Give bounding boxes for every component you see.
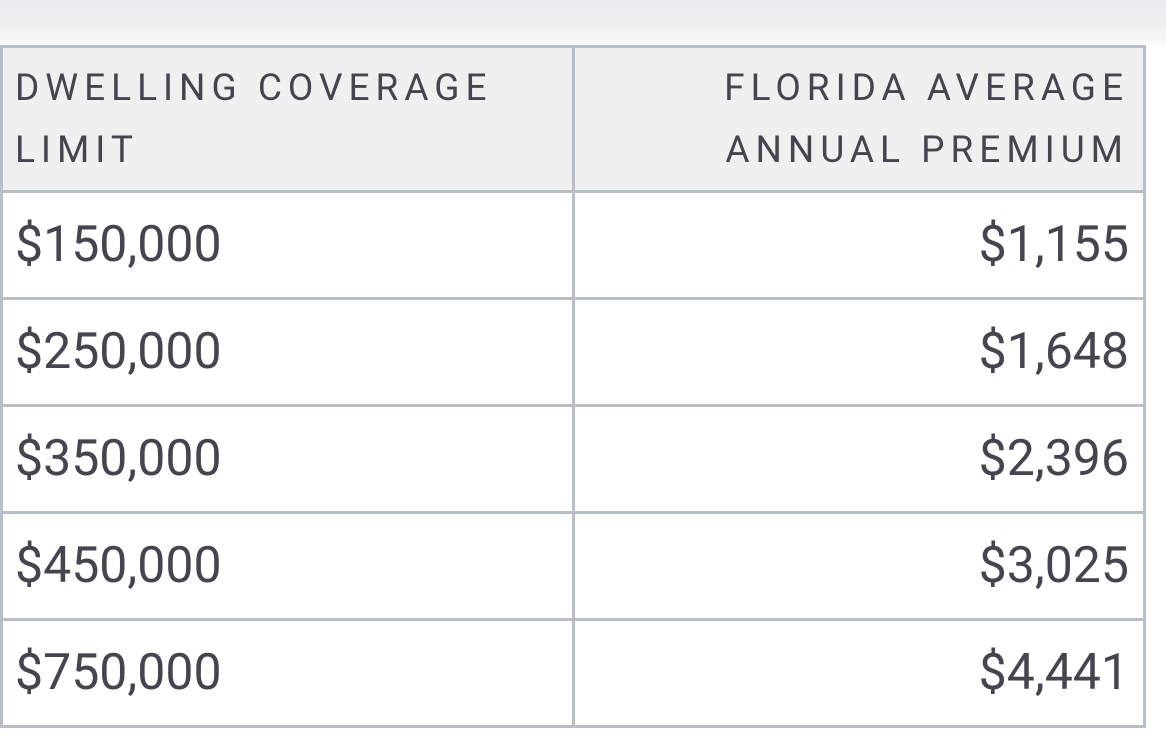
premium-cell: $4,441 — [572, 618, 1146, 728]
coverage-cell: $750,000 — [0, 618, 575, 728]
table-body: $150,000 $1,155 $250,000 $1,648 $350,000 $2,3… — [0, 190, 1146, 728]
premium-cell: $2,396 — [572, 404, 1146, 514]
coverage-cell: $150,000 — [0, 190, 575, 300]
table-row: $450,000 $3,025 — [0, 511, 1146, 621]
coverage-cell: $450,000 — [0, 511, 575, 621]
table-row: $150,000 $1,155 — [0, 190, 1146, 300]
table-row: $350,000 $2,396 — [0, 404, 1146, 514]
premium-table: DWELLING COVERAGE LIMIT FLORIDA AVERAGE … — [0, 45, 1146, 728]
premium-cell: $1,648 — [572, 297, 1146, 407]
table-row: $250,000 $1,648 — [0, 297, 1146, 407]
top-bar — [0, 0, 1166, 44]
coverage-cell: $250,000 — [0, 297, 575, 407]
header-cell: FLORIDA AVERAGE ANNUAL PREMIUM — [572, 45, 1146, 193]
header-row: DWELLING COVERAGE LIMIT FLORIDA AVERAGE … — [0, 45, 1146, 193]
coverage-cell: $350,000 — [0, 404, 575, 514]
table-head: DWELLING COVERAGE LIMIT FLORIDA AVERAGE … — [0, 45, 1146, 193]
premium-cell: $3,025 — [572, 511, 1146, 621]
header-cell: DWELLING COVERAGE LIMIT — [0, 45, 575, 193]
table-row: $750,000 $4,441 — [0, 618, 1146, 728]
premium-cell: $1,155 — [572, 190, 1146, 300]
